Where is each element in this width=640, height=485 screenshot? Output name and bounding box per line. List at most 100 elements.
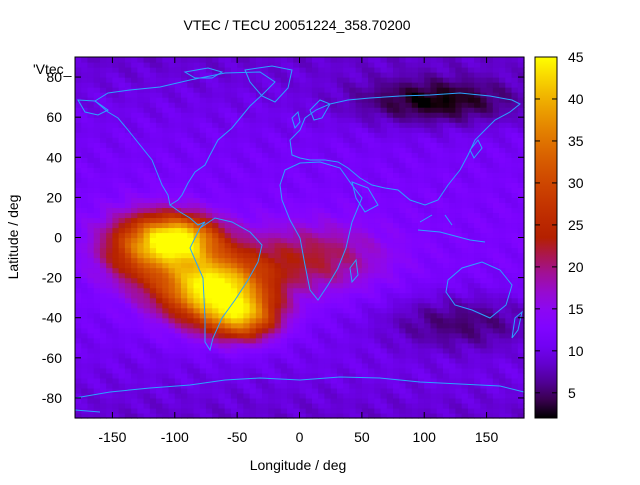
heatmap-cell bbox=[237, 232, 244, 239]
heatmap-cell bbox=[330, 67, 338, 73]
heatmap-cell bbox=[293, 327, 301, 334]
heatmap-cell bbox=[87, 342, 95, 349]
heatmap-cell bbox=[436, 182, 444, 188]
heatmap-cell bbox=[417, 57, 425, 63]
heatmap-cell bbox=[131, 287, 138, 294]
heatmap-cell bbox=[386, 382, 394, 389]
heatmap-cell bbox=[118, 112, 126, 118]
heatmap-cell bbox=[99, 187, 107, 193]
heatmap-cell bbox=[492, 112, 500, 118]
heatmap-cell bbox=[218, 332, 226, 339]
heatmap-cell bbox=[355, 107, 363, 113]
heatmap-cell bbox=[405, 222, 413, 229]
heatmap-cell bbox=[424, 112, 432, 118]
heatmap-cell bbox=[187, 162, 195, 168]
heatmap-cell bbox=[174, 202, 182, 209]
heatmap-cell bbox=[492, 357, 500, 364]
heatmap-cell bbox=[467, 392, 475, 399]
heatmap-cell bbox=[168, 207, 176, 214]
heatmap-cell bbox=[243, 112, 251, 118]
heatmap-cell bbox=[318, 112, 326, 118]
heatmap-cell bbox=[280, 142, 288, 148]
heatmap-cell bbox=[168, 97, 176, 103]
heatmap-cell bbox=[205, 327, 213, 334]
heatmap-cell bbox=[230, 412, 238, 419]
heatmap-cell bbox=[181, 277, 188, 284]
heatmap-cell bbox=[274, 62, 282, 68]
heatmap-cell bbox=[355, 277, 363, 284]
heatmap-cell bbox=[492, 292, 500, 299]
heatmap-cell bbox=[411, 87, 419, 93]
heatmap-cell bbox=[168, 302, 176, 309]
heatmap-cell bbox=[417, 372, 425, 379]
heatmap-cell bbox=[212, 252, 220, 259]
heatmap-cell bbox=[455, 287, 463, 294]
heatmap-cell bbox=[386, 77, 394, 83]
heatmap-cell bbox=[168, 222, 176, 229]
heatmap-cell bbox=[149, 227, 157, 234]
heatmap-cell bbox=[361, 277, 369, 284]
heatmap-cell bbox=[349, 342, 357, 349]
heatmap-cell bbox=[224, 362, 232, 369]
heatmap-cell bbox=[93, 152, 101, 158]
heatmap-cell bbox=[393, 292, 400, 299]
heatmap-cell bbox=[486, 387, 494, 394]
heatmap-cell bbox=[330, 167, 338, 173]
heatmap-cell bbox=[93, 392, 101, 399]
heatmap-cell bbox=[143, 147, 151, 153]
heatmap-cell bbox=[467, 112, 475, 118]
heatmap-cell bbox=[299, 357, 307, 364]
heatmap-cell bbox=[424, 362, 432, 369]
heatmap-cell bbox=[492, 152, 500, 158]
heatmap-cell bbox=[442, 302, 450, 309]
heatmap-cell bbox=[399, 132, 407, 138]
heatmap-cell bbox=[368, 217, 375, 224]
heatmap-cell bbox=[330, 372, 338, 379]
heatmap-cell bbox=[199, 127, 207, 133]
heatmap-cell bbox=[124, 147, 132, 153]
heatmap-cell bbox=[330, 322, 338, 329]
heatmap-cell bbox=[249, 362, 257, 369]
heatmap-cell bbox=[361, 237, 369, 244]
heatmap-cell bbox=[467, 162, 475, 168]
heatmap-cell bbox=[124, 377, 132, 384]
heatmap-cell bbox=[75, 62, 82, 68]
heatmap-cell bbox=[499, 257, 506, 264]
heatmap-cell bbox=[268, 212, 276, 219]
heatmap-cell bbox=[455, 262, 463, 269]
heatmap-cell bbox=[137, 272, 145, 279]
heatmap-cell bbox=[249, 112, 257, 118]
heatmap-cell bbox=[106, 387, 114, 394]
heatmap-cell bbox=[118, 367, 126, 374]
heatmap-cell bbox=[374, 402, 382, 409]
heatmap-cell bbox=[230, 87, 238, 93]
heatmap-cell bbox=[486, 207, 494, 214]
heatmap-cell bbox=[374, 127, 382, 133]
heatmap-cell bbox=[131, 237, 138, 244]
heatmap-cell bbox=[505, 392, 513, 399]
heatmap-cell bbox=[336, 212, 344, 219]
heatmap-cell bbox=[287, 392, 294, 399]
heatmap-cell bbox=[230, 67, 238, 73]
heatmap-cell bbox=[287, 362, 294, 369]
heatmap-cell bbox=[424, 287, 432, 294]
heatmap-cell bbox=[249, 247, 257, 254]
heatmap-cell bbox=[336, 117, 344, 123]
heatmap-cell bbox=[386, 277, 394, 284]
heatmap-cell bbox=[93, 317, 101, 324]
heatmap-cell bbox=[499, 227, 506, 234]
heatmap-cell bbox=[181, 192, 188, 198]
heatmap-cell bbox=[486, 202, 494, 209]
heatmap-cell bbox=[193, 57, 201, 63]
heatmap-cell bbox=[205, 342, 213, 349]
heatmap-cell bbox=[430, 197, 438, 203]
heatmap-cell bbox=[405, 307, 413, 314]
heatmap-cell bbox=[380, 352, 388, 359]
heatmap-cell bbox=[149, 312, 157, 319]
heatmap-cell bbox=[393, 367, 400, 374]
heatmap-cell bbox=[424, 407, 432, 414]
heatmap-cell bbox=[137, 382, 145, 389]
heatmap-cell bbox=[255, 57, 263, 63]
heatmap-cell bbox=[237, 212, 244, 219]
heatmap-cell bbox=[355, 262, 363, 269]
